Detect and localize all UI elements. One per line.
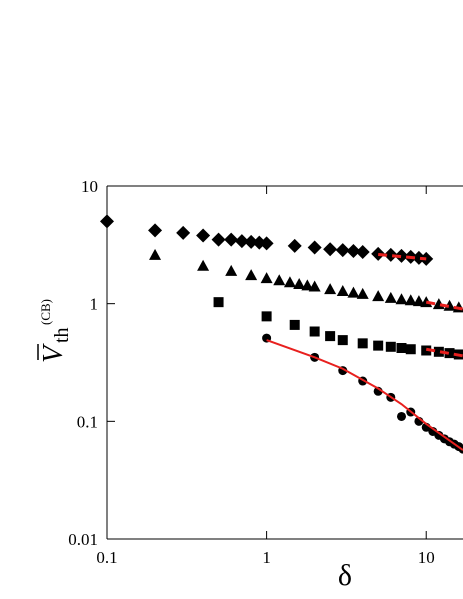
- data-point: [371, 246, 386, 261]
- data-point: [245, 269, 258, 281]
- data-point: [336, 285, 349, 297]
- data-point: [355, 244, 370, 259]
- data-point: [444, 348, 455, 359]
- data-point: [396, 411, 406, 421]
- data-point: [244, 234, 259, 249]
- y-label-superscript: (CB): [38, 299, 53, 325]
- data-point: [225, 264, 238, 276]
- axes: [106, 185, 463, 540]
- data-point: [309, 326, 320, 337]
- y-axis-label: V th (CB): [37, 299, 73, 363]
- y-tick-label: 0.01: [68, 530, 98, 549]
- data-point: [373, 340, 384, 351]
- fit-line: [378, 252, 427, 261]
- data-point: [385, 341, 396, 352]
- data-point: [443, 299, 456, 311]
- data-point: [176, 225, 191, 240]
- data-point: [384, 291, 397, 303]
- data-point: [301, 279, 314, 291]
- x-tick-label: 10: [418, 548, 435, 567]
- data-point: [149, 248, 162, 260]
- data-point: [337, 335, 348, 346]
- fit-line: [425, 347, 463, 358]
- x-tick-label: 1: [262, 548, 271, 567]
- data-point: [395, 293, 408, 305]
- data-point: [335, 243, 350, 258]
- data-point: [211, 232, 226, 247]
- fit-line: [266, 339, 463, 451]
- y-tick-label: 10: [81, 177, 98, 196]
- data-point: [213, 297, 224, 308]
- data-point: [273, 274, 286, 286]
- data-point: [224, 232, 239, 247]
- data-point: [325, 331, 336, 342]
- data-point: [260, 272, 273, 284]
- y-tick-label: 0.1: [77, 412, 98, 431]
- data-point: [196, 228, 211, 243]
- data-point: [356, 287, 369, 299]
- data-point: [394, 248, 409, 263]
- fit-line: [425, 300, 463, 311]
- data-point: [261, 311, 272, 322]
- data-point: [433, 346, 444, 357]
- data-point: [396, 342, 407, 353]
- data-point: [324, 283, 337, 295]
- data-point: [420, 296, 433, 308]
- y-label-subscript: th: [51, 327, 73, 343]
- data-point: [405, 344, 416, 355]
- data-point: [100, 214, 114, 229]
- data-point: [283, 276, 296, 288]
- data-point: [357, 338, 368, 349]
- y-label-symbol: V: [38, 343, 69, 363]
- data-point: [412, 295, 425, 307]
- data-point: [404, 294, 417, 306]
- data-point: [383, 247, 398, 262]
- data-point: [307, 240, 322, 255]
- data-point: [347, 286, 360, 298]
- x-axis-label: δ: [338, 559, 352, 592]
- data-point: [308, 280, 321, 292]
- data-point: [372, 290, 385, 302]
- data-point: [234, 234, 249, 249]
- data-point: [287, 238, 302, 253]
- data-point: [259, 236, 274, 251]
- data-point: [148, 223, 163, 238]
- data-point: [323, 242, 338, 257]
- data-point: [197, 259, 210, 271]
- data-point: [293, 277, 306, 289]
- x-tick-label: 0.1: [96, 548, 117, 567]
- y-tick-label: 1: [90, 295, 99, 314]
- data-point: [346, 244, 361, 259]
- data-point: [289, 319, 300, 330]
